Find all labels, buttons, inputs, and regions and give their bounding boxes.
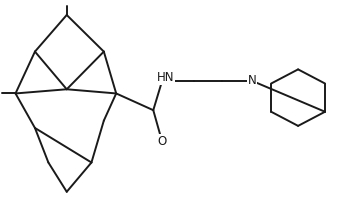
Text: HN: HN <box>157 71 174 84</box>
Text: O: O <box>157 135 167 148</box>
Text: N: N <box>248 74 257 87</box>
